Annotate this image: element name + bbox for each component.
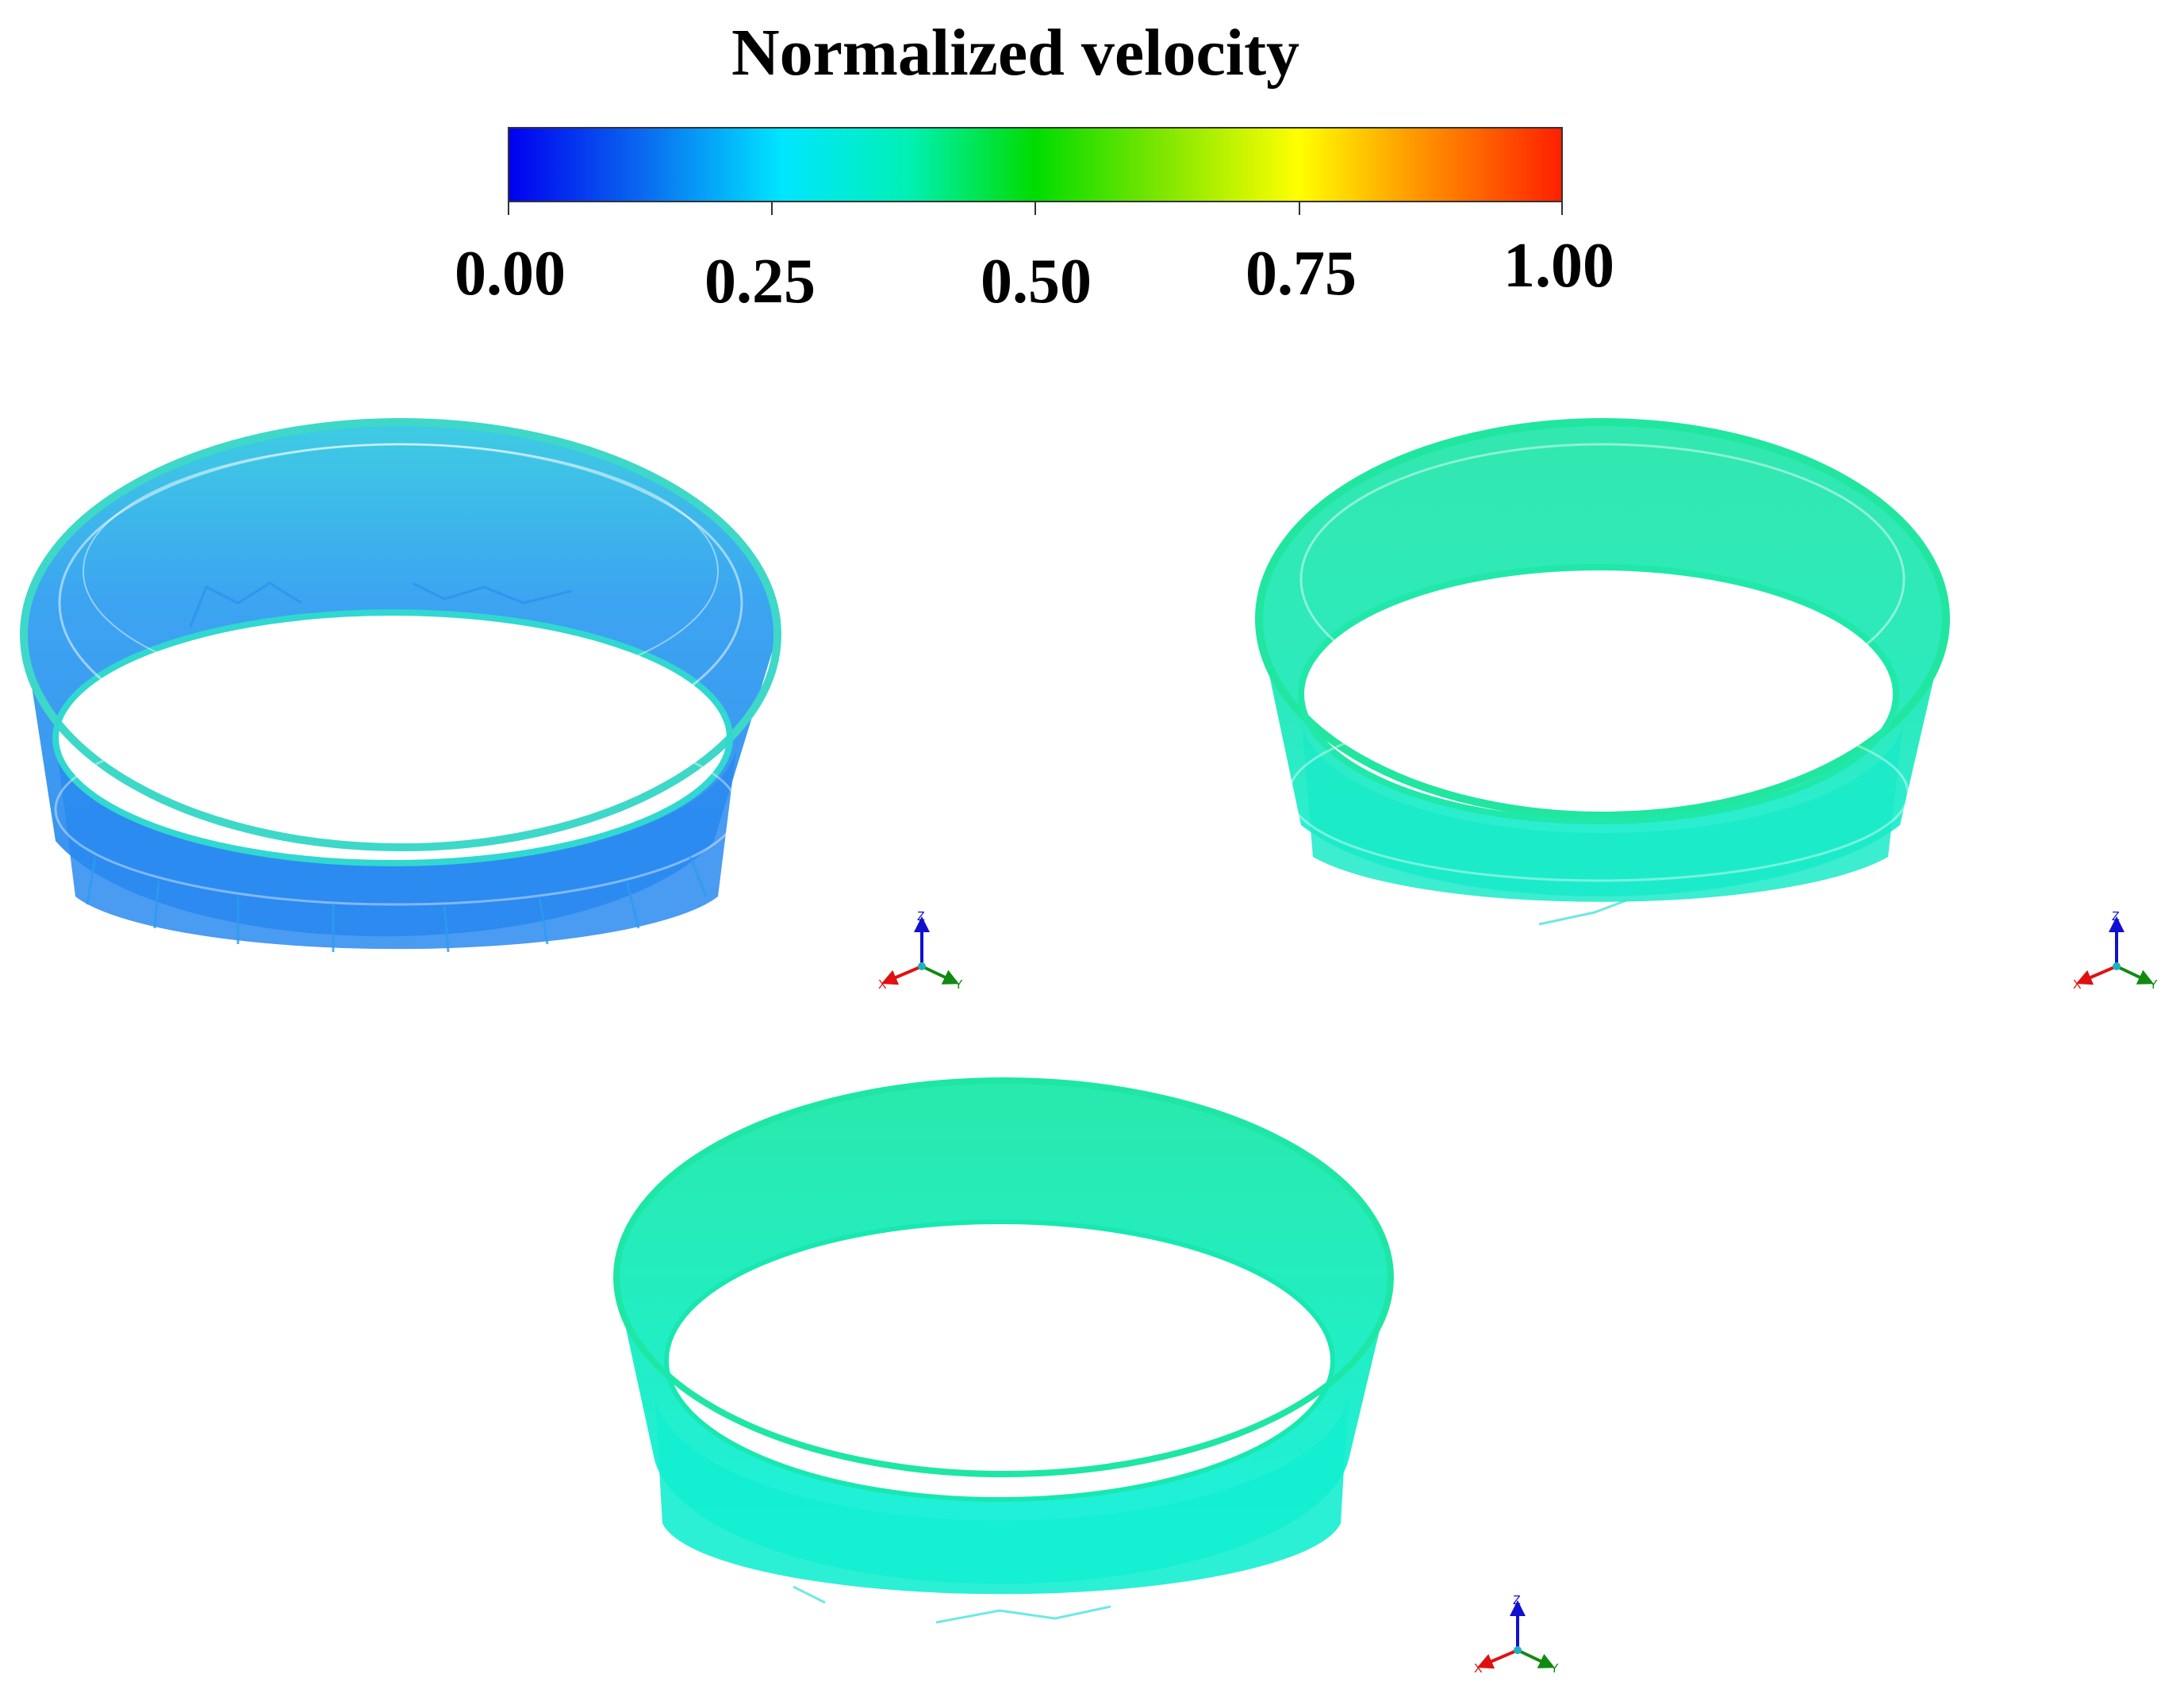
axis-label-x: X [1474,1662,1483,1676]
axis-label-x: X [878,978,887,992]
ring-right-top-rim [1255,418,1950,820]
ring-bottom-top-rim [613,1077,1394,1477]
ring-view-bottom [613,1077,1394,1624]
axis-label-y: Y [2149,978,2158,992]
legend-title: Normalized velocity [731,16,1300,90]
colorbar-tick-1 [771,202,773,215]
ring-bottom-inner-rim [664,1219,1335,1502]
colorbar-label-1: 0.25 [704,247,816,317]
axis-label-z: Z [1513,1594,1521,1607]
axis-label-y: Y [954,978,963,992]
ring-left-top-rim [20,418,781,851]
ring-left-opening [56,612,730,863]
ring-left-inner-rim [52,609,733,866]
ring-left-lower-wall [56,738,738,950]
colorbar-tick-2 [1034,202,1036,215]
colorbar-label-2: 0.50 [981,247,1092,317]
axis-label-z: Z [2112,910,2120,923]
ring-view-right [1255,418,1950,926]
colorbar-label-0: 0.00 [455,239,566,309]
colorbar-label-4: 1.00 [1503,231,1614,301]
axis-triad-bottom: Z X Y [1474,1594,1559,1676]
axis-triad-left: Z X Y [878,910,963,992]
colorbar-tick-3 [1299,202,1300,215]
axis-triad-right: Z X Y [2073,910,2158,992]
axis-label-z: Z [917,910,925,923]
colorbar-tick-4 [1561,202,1563,215]
ring-right-lower-wall [1301,714,1904,902]
colorbar-label-3: 0.75 [1246,239,1357,309]
ring-view-left [20,418,781,953]
axis-label-x: X [2073,978,2082,992]
ring-bottom-lower-wall [654,1388,1349,1595]
colorbar [508,127,1563,202]
ring-right-opening [1301,567,1896,821]
ring-right-inner-rim [1298,564,1899,824]
ring-bottom-opening [666,1222,1333,1499]
axis-label-y: Y [1550,1662,1559,1676]
colorbar-tick-0 [508,202,509,215]
